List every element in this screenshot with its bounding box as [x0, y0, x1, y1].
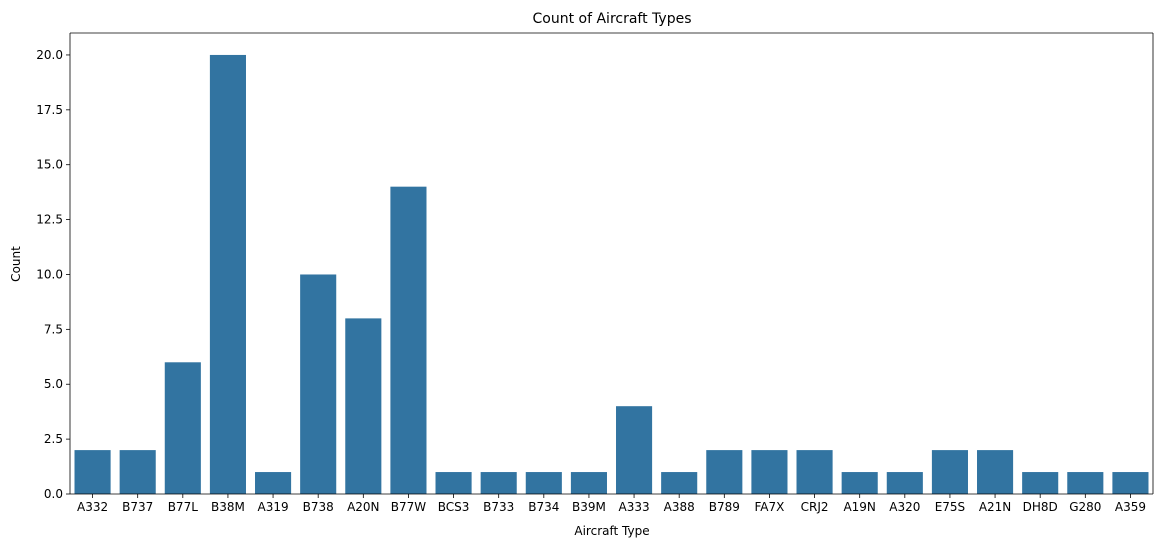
y-tick-label: 15.0: [36, 158, 63, 172]
x-tick-label: B734: [528, 500, 559, 514]
bar-A319: [255, 472, 292, 494]
bar-B789: [706, 450, 743, 494]
bar-DH8D: [1022, 472, 1059, 494]
x-tick-label: E75S: [935, 500, 965, 514]
bar-A333: [616, 406, 653, 494]
bar-B734: [525, 472, 562, 494]
bar-BCS3: [435, 472, 472, 494]
bar-B77L: [164, 362, 201, 494]
bar-A359: [1112, 472, 1149, 494]
bar-G280: [1067, 472, 1104, 494]
bar-A388: [661, 472, 698, 494]
bar-A20N: [345, 318, 382, 494]
bar-A320: [886, 472, 923, 494]
x-tick-label: BCS3: [438, 500, 470, 514]
y-tick-label: 20.0: [36, 48, 63, 62]
bar-A21N: [977, 450, 1014, 494]
bar-FA7X: [751, 450, 788, 494]
y-tick-label: 17.5: [36, 103, 63, 117]
y-tick-label: 7.5: [44, 322, 63, 336]
y-tick-label: 2.5: [44, 432, 63, 446]
x-tick-label: A319: [257, 500, 288, 514]
x-tick-label: B738: [303, 500, 334, 514]
bar-E75S: [931, 450, 968, 494]
chart-title: Count of Aircraft Types: [533, 11, 692, 27]
bar-B77W: [390, 186, 427, 495]
bars-layer: [74, 54, 1149, 495]
x-tick-label: A320: [889, 500, 920, 514]
x-tick-label: B39M: [572, 500, 606, 514]
x-tick-label: FA7X: [755, 500, 785, 514]
bar-A332: [74, 450, 111, 494]
x-axis-label: Aircraft Type: [574, 524, 649, 538]
y-tick-label: 12.5: [36, 213, 63, 227]
bar-B733: [480, 472, 517, 494]
axes-layer: A332 B737 B77L B38M A319 B738 A20N B77W BCS3 B733…: [36, 32, 1154, 514]
bar-B737: [119, 450, 156, 494]
x-tick-label: A19N: [843, 500, 875, 514]
x-tick-label: A359: [1115, 500, 1146, 514]
bar-B38M: [209, 54, 246, 494]
x-tick-label: A20N: [347, 500, 379, 514]
x-tick-label: CRJ2: [801, 500, 829, 514]
x-tick-label: DH8D: [1023, 500, 1058, 514]
bar-A19N: [841, 472, 878, 494]
x-tick-label: B737: [122, 500, 153, 514]
x-tick-label: A388: [664, 500, 695, 514]
x-tick-label: B77W: [391, 500, 427, 514]
bar-B738: [300, 274, 337, 494]
y-tick-label: 5.0: [44, 377, 63, 391]
x-tick-label: B38M: [211, 500, 245, 514]
y-tick-label: 10.0: [36, 267, 63, 281]
x-tick-label: G280: [1069, 500, 1101, 514]
x-tick-label: B733: [483, 500, 514, 514]
x-tick-label: B789: [709, 500, 740, 514]
x-tick-label: A333: [618, 500, 649, 514]
x-tick-label: A21N: [979, 500, 1011, 514]
x-tick-label: B77L: [168, 500, 199, 514]
bar-B39M: [570, 472, 607, 494]
x-tick-label: A332: [77, 500, 108, 514]
y-tick-label: 0.0: [44, 487, 63, 501]
y-axis-label: Count: [9, 246, 23, 282]
bar-CRJ2: [796, 450, 833, 494]
